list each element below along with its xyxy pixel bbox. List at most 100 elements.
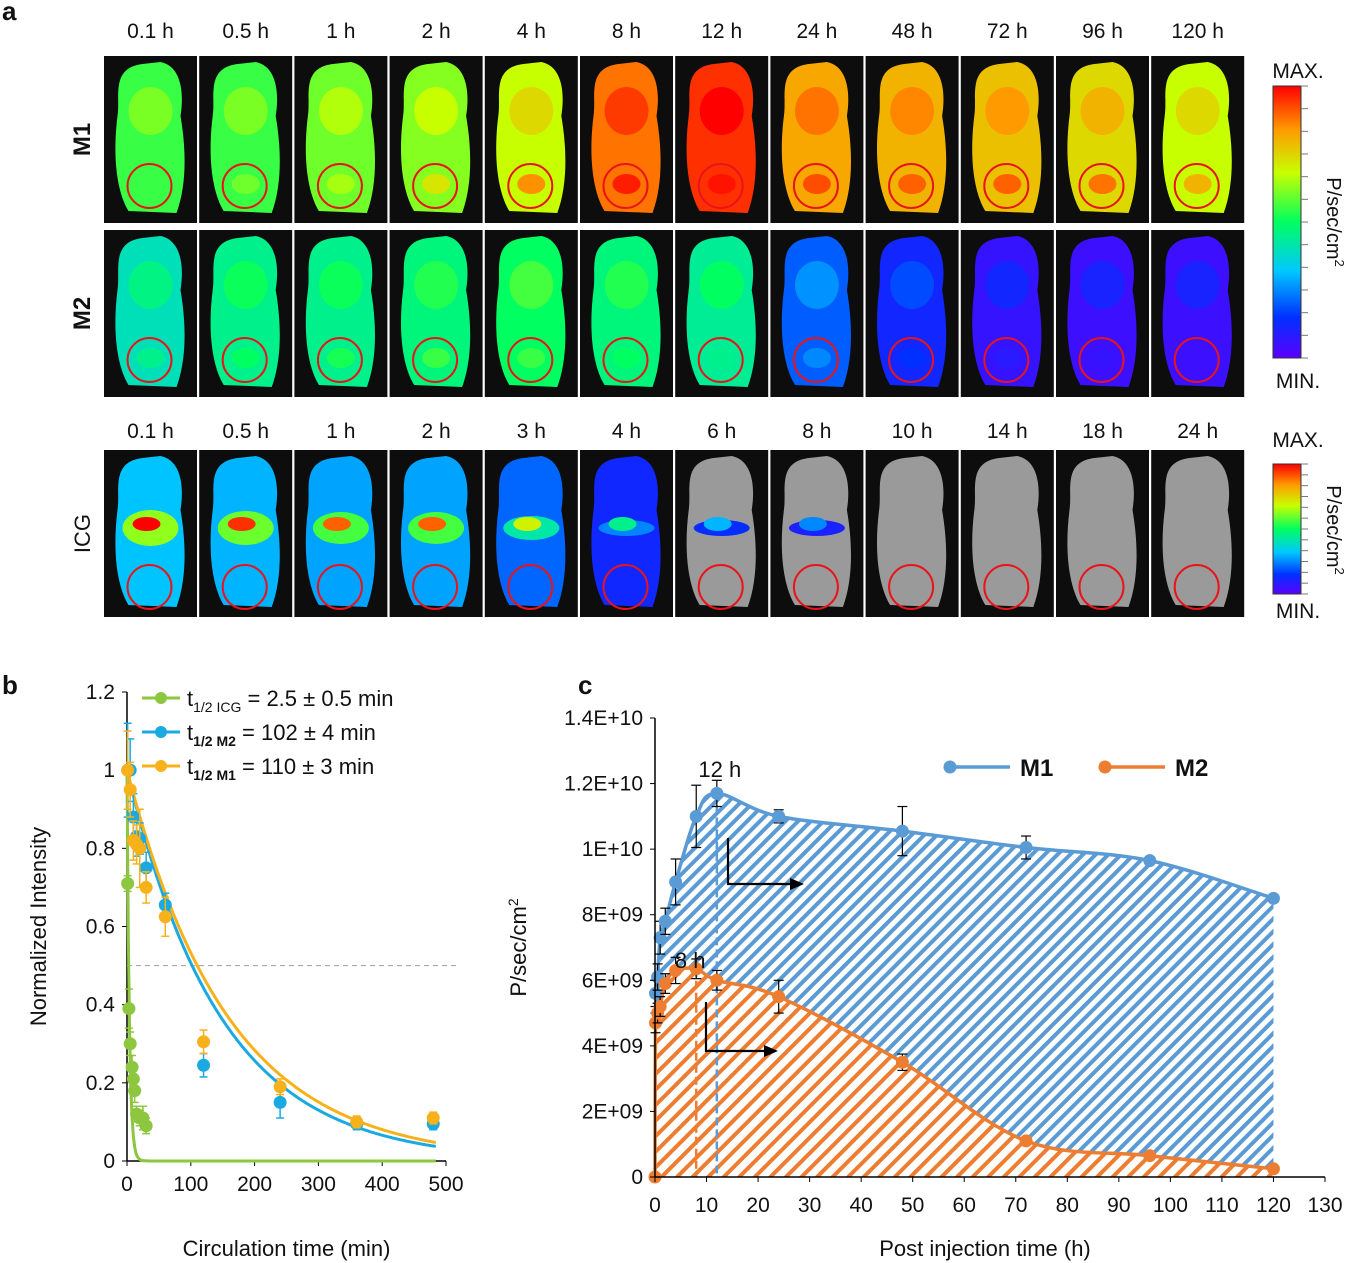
tumor-ring	[602, 564, 649, 610]
tumor-signal	[993, 174, 1022, 194]
legend-rest: = 2.5 ± 0.5 min	[241, 686, 393, 711]
data-point-m2	[689, 962, 703, 976]
colorbar-max-label: MAX.	[1272, 429, 1323, 452]
data-point-m1	[273, 1080, 287, 1094]
torso-signal	[794, 87, 839, 135]
mouse-body	[972, 456, 1042, 607]
time-label-top: 8 h	[612, 20, 641, 43]
y-tick-label: 0.8	[86, 837, 115, 860]
panel-c-label: c	[578, 670, 592, 700]
data-point-m2	[1266, 1162, 1280, 1176]
x-tick-label: 20	[746, 1194, 769, 1217]
colorbar	[1272, 85, 1302, 359]
tumor-signal	[136, 174, 165, 194]
x-tick-label: 300	[301, 1173, 336, 1196]
tumor-ring	[1078, 163, 1125, 209]
colorbar-unit-label: P/sec/cm2	[1322, 485, 1347, 574]
tumor-ring	[1078, 337, 1125, 383]
torso-signal	[318, 87, 363, 135]
mouse-image-icg	[104, 450, 197, 617]
tumor-signal	[517, 174, 546, 194]
x-tick-label: 0	[121, 1173, 133, 1196]
tumor-signal	[517, 348, 546, 368]
mouse-image-m2	[580, 230, 673, 397]
torso-signal	[1175, 261, 1220, 309]
y-tick-label: 8E+09	[582, 904, 643, 927]
legend-entry: t1/2 M2 = 102 ± 4 min	[187, 720, 376, 749]
torso-signal	[414, 87, 459, 135]
mouse-body	[876, 456, 947, 607]
torso-signal	[985, 261, 1030, 309]
torso-signal	[604, 261, 649, 309]
time-label-bottom: 10 h	[892, 420, 933, 443]
legend-base: t	[187, 686, 193, 711]
colorbar-unit-sup: 2	[1332, 568, 1347, 575]
x-tick-label: 30	[798, 1194, 821, 1217]
liver-hotspot	[798, 517, 827, 531]
time-label-top: 0.5 h	[222, 20, 269, 43]
mouse-image-icg	[1151, 450, 1245, 617]
tumor-signal	[1183, 174, 1212, 194]
data-point-m1	[1143, 854, 1157, 868]
tumor-ring	[221, 564, 268, 610]
mouse-image-m2	[199, 230, 293, 397]
data-point-icg	[128, 1084, 142, 1098]
torso-signal	[985, 87, 1030, 135]
y-tick-label: 4E+09	[582, 1035, 643, 1058]
legend-marker	[1098, 760, 1112, 774]
mouse-image-icg	[770, 450, 864, 617]
x-tick-label: 200	[237, 1173, 272, 1196]
mouse-image-m2	[1056, 230, 1149, 397]
torso-signal	[509, 87, 554, 135]
y-tick-label: 2E+09	[582, 1100, 643, 1123]
tumor-ring	[888, 163, 935, 209]
x-tick-label: 60	[953, 1194, 976, 1217]
tumor-ring	[602, 163, 649, 209]
tumor-signal	[422, 174, 451, 194]
mouse-image-m2	[104, 230, 197, 397]
mouse-image-m1	[1056, 56, 1149, 223]
mouse-image-m1	[960, 56, 1054, 223]
y-axis-label-sup: 2	[505, 898, 521, 906]
data-point-m1	[1266, 891, 1280, 905]
mouse-image-m1	[1151, 56, 1245, 223]
x-tick-label: 120	[1256, 1194, 1291, 1217]
arrow-head	[764, 1045, 778, 1057]
mouse-image-icg	[294, 450, 388, 617]
tumor-ring	[412, 564, 459, 610]
liver-hotspot	[608, 517, 637, 531]
data-point-m1	[772, 809, 786, 823]
tumor-signal	[1183, 348, 1212, 368]
fit-curve-m1	[125, 769, 437, 1144]
legend-marker	[155, 760, 167, 772]
tumor-signal	[1088, 348, 1117, 368]
x-tick-label: 10	[695, 1194, 718, 1217]
torso-signal	[1080, 87, 1125, 135]
mouse-image-icg	[960, 450, 1054, 617]
tumor-ring	[792, 564, 839, 610]
mouse-body	[1162, 456, 1232, 607]
time-label-bottom: 0.1 h	[127, 420, 174, 443]
torso-signal	[509, 261, 554, 309]
x-tick-label: 40	[849, 1194, 872, 1217]
data-point-m2	[653, 1000, 667, 1014]
x-tick-label: 70	[1004, 1194, 1027, 1217]
mouse-image-m1	[770, 56, 864, 223]
tumor-signal	[231, 174, 260, 194]
tumor-signal	[707, 348, 736, 368]
legend-marker	[943, 760, 957, 774]
legend-sub: 1/2 ICG	[193, 699, 241, 715]
data-point-m1	[121, 763, 135, 777]
x-tick-label: 100	[1153, 1194, 1188, 1217]
colorbar-unit-sup: 2	[1332, 260, 1347, 267]
annotation-12h: 12 h	[698, 757, 741, 782]
tumor-ring	[126, 337, 173, 383]
data-point-m1	[158, 910, 172, 924]
liver-hotspot	[227, 517, 256, 531]
time-label-bottom: 4 h	[612, 420, 641, 443]
tumor-ring	[126, 564, 173, 610]
y-tick-label: 6E+09	[582, 969, 643, 992]
tumor-ring	[507, 337, 554, 383]
